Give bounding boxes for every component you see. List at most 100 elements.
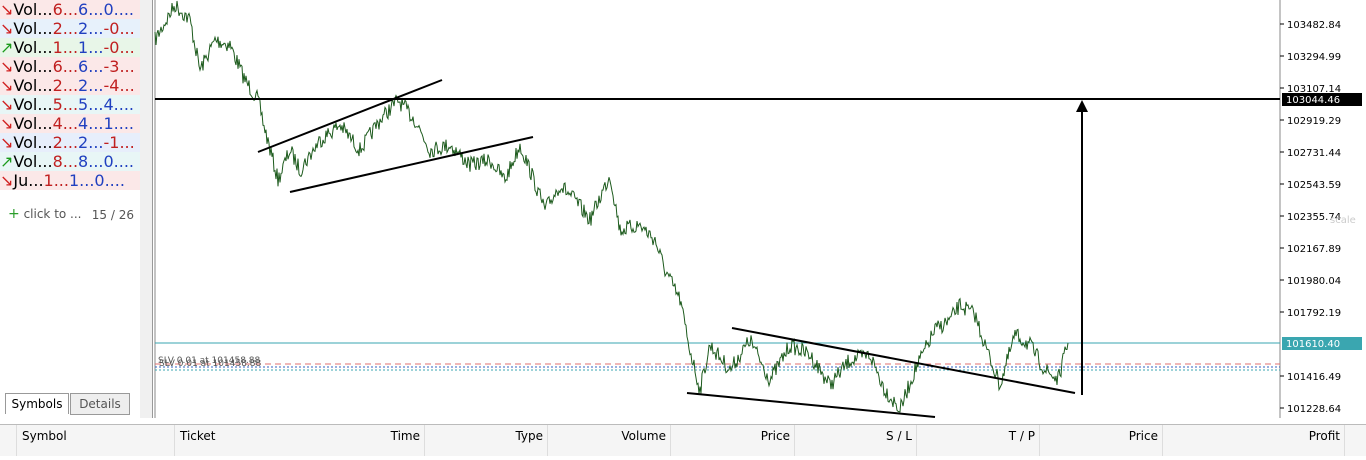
axis-label: 101980.04 bbox=[1287, 276, 1341, 287]
bid: 5... bbox=[52, 95, 79, 114]
symbol: Ju... bbox=[13, 171, 44, 190]
bid: 6... bbox=[52, 57, 79, 76]
plus-icon: + bbox=[8, 206, 20, 222]
direction-icon: ↘ bbox=[0, 0, 14, 19]
ask: 6... bbox=[78, 0, 104, 19]
axis-label: 102731.44 bbox=[1287, 148, 1341, 159]
column-header[interactable]: S / L bbox=[886, 429, 912, 443]
column-divider bbox=[1162, 425, 1163, 456]
ask: 8... bbox=[78, 152, 104, 171]
axis-label: 102167.89 bbox=[1287, 244, 1341, 255]
ask: 2... bbox=[78, 19, 104, 38]
axis-label: 102919.29 bbox=[1287, 116, 1341, 127]
trendline[interactable] bbox=[257, 79, 443, 153]
price-tag bbox=[1282, 337, 1362, 350]
column-header[interactable]: Price bbox=[1128, 429, 1158, 443]
column-header[interactable]: Ticket bbox=[180, 429, 216, 443]
direction-icon: ↘ bbox=[0, 57, 14, 76]
column-divider bbox=[174, 425, 175, 456]
symbol: Vol... bbox=[13, 19, 53, 38]
column-divider bbox=[424, 425, 425, 456]
symbol-row[interactable]: ↘Vol...4...4...1.... bbox=[0, 114, 140, 133]
axis-label: 102543.59 bbox=[1287, 180, 1341, 191]
trendlines[interactable] bbox=[257, 79, 1083, 418]
ask: 1... bbox=[68, 171, 95, 190]
symbol: Vol... bbox=[13, 38, 53, 57]
bid: 2... bbox=[52, 133, 79, 152]
change: -3... bbox=[103, 57, 135, 76]
symbol-row[interactable]: ↘Ju...1...1...0.... bbox=[0, 171, 140, 190]
price-chart: SLV 0.01 at 101458.88 SLV 0.01 at 101458… bbox=[154, 0, 1362, 418]
column-header[interactable]: Symbol bbox=[22, 429, 67, 443]
direction-icon: ↗ bbox=[0, 152, 14, 171]
symbol-row[interactable]: ↘Vol...2...2...-4... bbox=[0, 76, 140, 95]
arrow-head bbox=[1076, 100, 1088, 112]
direction-icon: ↘ bbox=[0, 76, 14, 95]
price-axis: 103482.84 103294.99 103107.14 102919.29 1027… bbox=[1280, 20, 1341, 415]
symbol: Vol... bbox=[13, 114, 53, 133]
bid: 1... bbox=[52, 38, 79, 57]
ask: 4... bbox=[78, 114, 104, 133]
ask: 6... bbox=[78, 57, 104, 76]
current-price: 101610.40 bbox=[1286, 339, 1340, 350]
column-header[interactable]: Volume bbox=[621, 429, 666, 443]
column-header[interactable]: Type bbox=[515, 429, 543, 443]
symbol-row[interactable]: ↘Vol...5...5...4.... bbox=[0, 95, 140, 114]
symbol: Vol... bbox=[13, 152, 53, 171]
order-label: SLV 0.01 at 101458.88 bbox=[159, 359, 262, 369]
ask: 2... bbox=[78, 76, 104, 95]
symbol: Vol... bbox=[13, 0, 53, 19]
symbol-row[interactable]: ↗Vol...1...1...-0... bbox=[0, 38, 140, 57]
add-symbol[interactable]: + click to ... bbox=[8, 206, 82, 222]
column-divider bbox=[547, 425, 548, 456]
column-divider bbox=[794, 425, 795, 456]
bid: 2... bbox=[52, 76, 79, 95]
symbol-row[interactable]: ↘Vol...2...2...-0... bbox=[0, 19, 140, 38]
change: 0.... bbox=[103, 0, 135, 19]
column-header[interactable]: T / P bbox=[1008, 429, 1035, 443]
bid: 2... bbox=[52, 19, 79, 38]
axis-label: 103294.99 bbox=[1287, 52, 1341, 63]
tab[interactable]: Symbols bbox=[5, 393, 69, 414]
column-header[interactable]: Price bbox=[760, 429, 790, 443]
symbol-row[interactable]: ↘Vol...6...6...0.... bbox=[0, 0, 140, 19]
column-divider bbox=[1344, 425, 1345, 456]
change: 0.... bbox=[103, 152, 135, 171]
axis-label: 101228.64 bbox=[1287, 404, 1341, 415]
level-tag bbox=[1282, 93, 1362, 106]
symbol: Vol... bbox=[13, 95, 53, 114]
symbol-row[interactable]: ↗Vol...8...8...0.... bbox=[0, 152, 140, 171]
trendline[interactable] bbox=[289, 136, 534, 193]
bid: 8... bbox=[52, 152, 79, 171]
trendline[interactable] bbox=[686, 392, 936, 418]
price-line bbox=[154, 0, 1069, 413]
add-symbol-text[interactable]: click to ... bbox=[23, 207, 82, 221]
direction-icon: ↘ bbox=[0, 133, 14, 152]
trendline[interactable] bbox=[731, 327, 1076, 394]
symbol-row[interactable]: ↘Vol...6...6...-3... bbox=[0, 57, 140, 76]
tab[interactable]: Details bbox=[70, 393, 130, 415]
change: 4.... bbox=[103, 95, 135, 114]
symbol-row[interactable]: ↘Vol...2...2...-1... bbox=[0, 133, 140, 152]
bid: 4... bbox=[52, 114, 79, 133]
axis-label: 101416.49 bbox=[1287, 372, 1341, 383]
trade-table: Symbol Ticket Time Type Volume Price S / L T / … bbox=[0, 424, 1366, 456]
column-header[interactable]: Profit bbox=[1308, 429, 1340, 443]
direction-icon: ↘ bbox=[0, 19, 14, 38]
change: 1.... bbox=[103, 114, 135, 133]
symbol-rows: ↘Vol...6...6...0.... ↘Vol...2...2...-0...… bbox=[0, 0, 140, 190]
market-watch: ↘Vol...6...6...0.... ↘Vol...2...2...-0...… bbox=[0, 0, 141, 418]
level-price: 103044.46 bbox=[1286, 95, 1340, 106]
axis-label: 101792.19 bbox=[1287, 308, 1341, 319]
change: -4... bbox=[103, 76, 135, 95]
symbol-count: 15 / 26 bbox=[91, 208, 134, 222]
change: -0... bbox=[103, 19, 135, 38]
axis-label: 102355.74 bbox=[1287, 212, 1341, 223]
symbol: Vol... bbox=[13, 57, 53, 76]
change: 0.... bbox=[94, 171, 125, 190]
column-divider bbox=[670, 425, 671, 456]
direction-icon: ↘ bbox=[0, 171, 14, 190]
column-header[interactable]: Time bbox=[390, 429, 420, 443]
splitter bbox=[140, 0, 153, 418]
